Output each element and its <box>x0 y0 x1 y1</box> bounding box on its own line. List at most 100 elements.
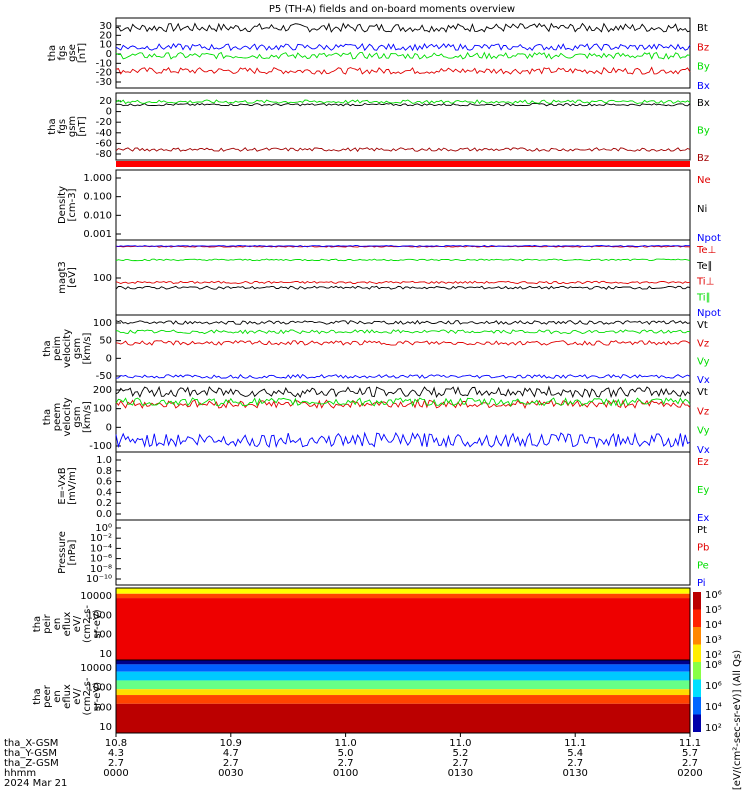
colorbar-tick: 10⁶ <box>705 681 722 692</box>
legend-entry: Ni <box>697 204 707 215</box>
series-Vz-line <box>115 398 691 410</box>
y-axis-label: [nT] <box>77 43 88 63</box>
x-tick-label: 0030 <box>218 768 243 779</box>
heatmap-band <box>116 680 690 690</box>
panel-frame <box>115 17 691 89</box>
panel-peer_eflux: 10000 1000 100 10 tha peer en eflux eV/(cm2-s-sr… <box>32 659 691 734</box>
legend-entry: Ne <box>697 175 711 186</box>
y-axis-label: eV/ <box>72 615 83 632</box>
panel-frame <box>115 92 691 161</box>
y-tick-label: 100 <box>93 273 112 284</box>
series-Bx-line <box>115 102 691 107</box>
series-Vx-line <box>115 373 691 380</box>
panel-peim_gsm: 100 50 0 -50 tha peim velocity gsm [km/s] Vt Vz Vy V… <box>42 314 710 386</box>
colorbar-tick: 10³ <box>705 635 722 646</box>
y-tick-label: 0.8 <box>96 466 112 477</box>
legend-entry: Bz <box>697 153 709 164</box>
x-tick-label: 5.0 <box>338 748 354 759</box>
y-tick-label: 200 <box>93 385 112 396</box>
legend-entry: Ex <box>697 513 709 524</box>
x-row-label: hhmm <box>4 768 36 779</box>
y-tick-label: -60 <box>96 138 112 149</box>
series-Vy-line <box>115 329 691 335</box>
legend-entry: Vy <box>697 357 710 368</box>
y-axis-label: fgs <box>57 119 68 134</box>
y-axis-label: en <box>52 618 63 631</box>
legend-entry: Te∥ <box>696 261 713 272</box>
series-By-line <box>115 51 691 60</box>
y-tick-label: 0.2 <box>96 498 112 509</box>
y-axis-label: [cm-3] <box>67 188 78 221</box>
legend-entry: Vx <box>697 445 710 456</box>
y-axis-label: [km/s] <box>82 332 93 364</box>
y-tick-label: 1000 <box>87 683 112 694</box>
x-row-label: 2024 Mar 21 <box>4 778 67 789</box>
series-Vt-line <box>115 319 691 326</box>
panel-frame <box>115 239 691 316</box>
x-tick-label: 2.7 <box>682 758 698 769</box>
y-axis-label: [nT] <box>77 116 88 136</box>
legend-entry: Ez <box>697 457 709 468</box>
y-tick-label: -20 <box>96 117 112 128</box>
legend-entry: Bt <box>697 23 708 34</box>
y-tick-label: 0.6 <box>96 477 112 488</box>
legend-entry: Bx <box>697 81 710 92</box>
y-tick-label: 10⁻⁴ <box>90 543 112 554</box>
y-tick-label: 30 <box>99 21 112 32</box>
y-axis-label: Density <box>57 186 68 224</box>
panel-efield: 1.00.80.60.40.20.0 E=-VxB [mV/m] Ez Ey Ex <box>57 451 709 524</box>
colorbar-segment <box>693 662 701 680</box>
y-axis-label: gse <box>67 44 78 62</box>
legend-entry: By <box>697 62 710 73</box>
y-tick-label: 20 <box>99 30 112 41</box>
series-Bx-line <box>115 42 691 52</box>
x-tick-label: 0100 <box>333 768 358 779</box>
x-tick-label: 11.1 <box>564 738 586 749</box>
y-tick-label: 10 <box>99 40 112 51</box>
y-tick-label: 10000 <box>80 663 112 674</box>
y-axis-label: magt3 <box>57 261 68 294</box>
y-tick-label: 0 <box>106 353 112 364</box>
colorbar-segment <box>693 644 701 662</box>
panel-frame <box>115 169 691 241</box>
x-tick-label: 11.0 <box>334 738 356 749</box>
y-tick-label: 100 <box>93 404 112 415</box>
y-tick-label: -30 <box>96 77 112 88</box>
panel-fgs_gsm: 200-20-40-60-80 tha fgs gsm [nT] Bx By Bz <box>47 92 710 164</box>
panel-frame <box>115 451 691 521</box>
y-axis-label: peim <box>52 336 63 361</box>
panel-frame <box>115 659 691 734</box>
heatmap-band <box>116 695 690 704</box>
y-axis-label: tha <box>42 340 53 356</box>
series-Ti⊥-line <box>115 280 691 285</box>
panel-quality <box>116 161 690 167</box>
y-axis-label: gsm <box>72 338 83 359</box>
x-tick-label: 0000 <box>103 768 128 779</box>
panel-peir_eflux: 10000 1000 100 10 tha peir en eflux eV/(cm2-s-sr… <box>32 587 691 661</box>
x-tick-label: 4.3 <box>108 748 124 759</box>
y-tick-label: 10000 <box>80 591 112 602</box>
x-tick-label: 2.7 <box>223 758 239 769</box>
legend-entry: Ti⊥ <box>696 277 714 288</box>
colorbar-tick: 10⁴ <box>705 702 722 713</box>
legend-entry: Vz <box>697 406 709 417</box>
x-row-label: tha_Y-GSM <box>4 748 57 759</box>
legend-entry: Pe <box>697 560 709 571</box>
panel-frame <box>115 519 691 586</box>
colorbar-segment <box>693 609 701 627</box>
y-tick-label: 1.0 <box>96 455 112 466</box>
y-tick-label: 0 <box>106 107 112 118</box>
y-axis-label: tha <box>47 45 58 61</box>
x-tick-label: 5.2 <box>452 748 468 759</box>
legend-entry: Pi <box>697 578 706 589</box>
y-tick-label: -100 <box>89 441 112 452</box>
legend-entry: Ey <box>697 485 709 496</box>
quality-flag-bar <box>116 161 690 167</box>
y-axis-label: tha <box>32 688 43 704</box>
chart-title: P5 (TH-A) fields and on-board moments ov… <box>269 4 515 15</box>
series-Vx-line <box>115 431 691 449</box>
legend-entry: Vy <box>697 426 710 437</box>
y-tick-label: -80 <box>96 149 112 160</box>
